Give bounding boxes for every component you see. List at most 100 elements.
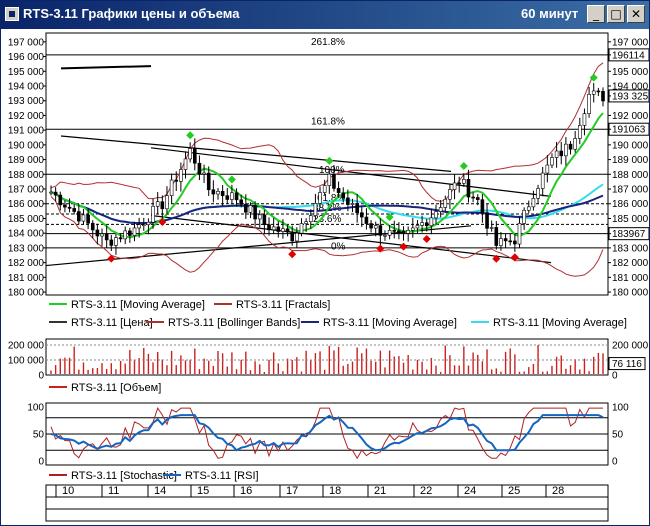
osc-tick-right: 0: [612, 457, 618, 468]
price-tick-left: 197 000: [8, 37, 45, 48]
price-bar-body: [290, 231, 295, 242]
price-bar-body: [397, 230, 401, 233]
date-label: 11: [108, 485, 119, 497]
price-bar-body: [475, 197, 480, 200]
price-bar-body: [53, 191, 58, 196]
price-tick-left: 190 000: [8, 140, 45, 151]
moving-averages: [50, 112, 604, 239]
price-bar-body: [146, 221, 151, 226]
fib-label: 0%: [331, 241, 346, 252]
fib-label: 61.8%: [317, 193, 345, 204]
trend-line: [60, 135, 452, 172]
title-bar[interactable]: RTS-3.11 Графики цены и объема 60 минут …: [1, 1, 649, 29]
price-bar-body: [355, 203, 359, 214]
price-tick-right: 180 000: [612, 288, 649, 299]
maximize-button[interactable]: □: [607, 5, 625, 23]
price-tick-right: 187 000: [612, 185, 649, 196]
price-tick-left: 194 000: [8, 81, 45, 92]
fractal-down-marker: [288, 250, 297, 259]
price-bar-body: [350, 203, 355, 205]
fractals: [107, 73, 598, 263]
close-button[interactable]: ✕: [627, 5, 645, 23]
price-bar-body: [373, 225, 378, 229]
trend-lines: [45, 65, 552, 267]
price-bar-body: [596, 90, 601, 93]
date-label: 25: [508, 485, 520, 497]
price-bar-body: [206, 172, 211, 191]
legend-label: RTS-3.11 [Объем]: [71, 382, 161, 394]
date-label: 16: [240, 485, 252, 497]
price-bar-body: [332, 173, 336, 189]
osc-tick-right: 100: [612, 403, 629, 414]
price-bar-body: [318, 192, 322, 204]
fractal-up-marker: [459, 162, 468, 171]
price-bar-body: [137, 224, 141, 229]
price-bar-body: [462, 178, 466, 184]
price-bar-body: [285, 228, 290, 233]
price-bar-body: [141, 224, 146, 227]
legend-label: RTS-3.11 [Moving Average]: [323, 317, 457, 329]
price-tick-right: 195 000: [612, 67, 649, 78]
date-label: 14: [154, 485, 166, 497]
price-bar-body: [174, 179, 179, 182]
chart-area[interactable]: 197 000 196 000 195 000 194 000 193 000 192 0…: [1, 29, 649, 525]
price-tick-right: 181 000: [612, 273, 649, 284]
osc-tick-left: 100: [27, 403, 44, 414]
price-bar-body: [271, 226, 276, 231]
price-tick-right: 189 000: [612, 155, 649, 166]
price-bar-body: [225, 195, 230, 200]
price-bar-body: [230, 192, 234, 200]
price-bar-body: [443, 198, 448, 208]
minimize-button[interactable]: _: [587, 5, 605, 23]
fractal-down-marker: [158, 218, 167, 227]
price-tick-right: 183967: [612, 229, 646, 240]
price-bar-body: [554, 150, 559, 158]
price-bar-body: [197, 162, 202, 175]
price-bar-body: [216, 191, 220, 195]
price-bar-body: [364, 216, 369, 224]
price-bar-body: [494, 227, 499, 246]
price-tick-right: 194 000: [612, 81, 649, 92]
price-bar-body: [466, 178, 471, 198]
date-label: 22: [420, 485, 432, 497]
main-legend: RTS-3.11 [Moving Average] RTS-3.11 [Fract…: [49, 299, 627, 329]
bollinger-lower: [50, 196, 604, 277]
window-icon[interactable]: [5, 7, 19, 21]
price-bar-body: [322, 185, 327, 193]
price-bar-body: [573, 138, 577, 150]
price-bar-body: [568, 143, 573, 150]
price-bar-body: [401, 230, 406, 234]
price-tick-left: 187 000: [8, 185, 45, 196]
window-title: RTS-3.11 Графики цены и объема: [23, 6, 240, 21]
date-label: 10: [62, 485, 74, 497]
price-bar-body: [128, 230, 132, 236]
fractal-down-marker: [399, 242, 408, 251]
volume-tick-left: 100 000: [8, 356, 45, 367]
price-bar-body: [295, 232, 299, 242]
price-bar-body: [304, 221, 308, 224]
legend-label: RTS-3.11 [Stochastic]: [71, 470, 177, 482]
price-bar-body: [104, 233, 109, 241]
price-bar-body: [123, 230, 128, 240]
price-bar-body: [118, 237, 123, 240]
price-bar-body: [438, 207, 443, 212]
oscillator-lines: [50, 406, 604, 460]
price-bar-body: [267, 224, 271, 231]
price-bar-body: [429, 217, 434, 227]
price-bar-body: [327, 173, 332, 186]
price-bar-body: [77, 211, 81, 222]
price-bar-body: [183, 158, 188, 170]
fib-label: 23.6%: [313, 214, 341, 225]
price-bar-body: [499, 238, 503, 246]
price-tick-right: 193 325: [612, 91, 649, 102]
price-bar-body: [253, 205, 257, 220]
price-tick-right: 183 000: [612, 243, 649, 254]
fractal-up-marker: [325, 156, 334, 165]
price-bar-body: [406, 230, 410, 234]
fractal-up-marker: [385, 213, 394, 222]
price-tick-left: 195 000: [8, 67, 45, 78]
price-bar-body: [299, 223, 304, 234]
price-bar-body: [578, 125, 582, 139]
price-panel[interactable]: [45, 32, 609, 296]
